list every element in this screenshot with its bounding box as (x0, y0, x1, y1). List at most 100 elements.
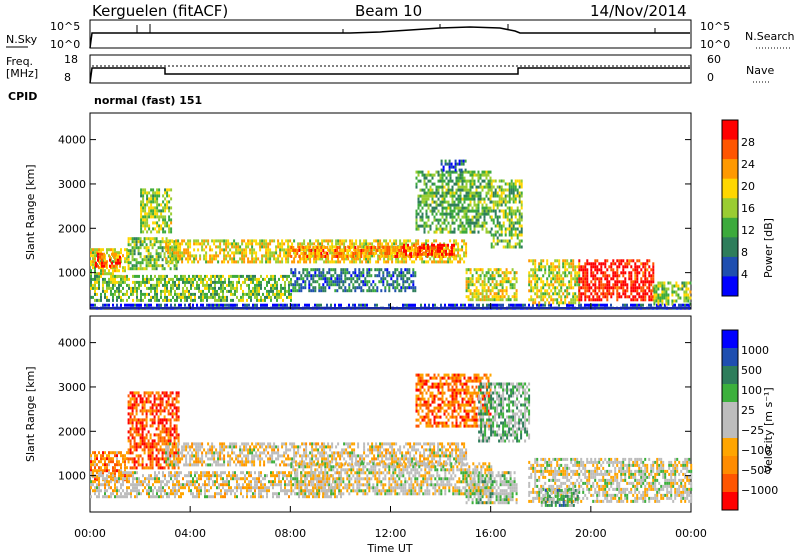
heatmap-cell (440, 159, 443, 163)
heatmap-cell (564, 274, 567, 278)
heatmap-cell (366, 289, 369, 293)
heatmap-cell (680, 303, 682, 307)
heatmap-cell (346, 249, 349, 252)
heatmap-cell (558, 277, 561, 281)
heatmap-cell (182, 280, 184, 284)
heatmap-cell (439, 176, 442, 180)
heatmap-cell (485, 206, 488, 210)
heatmap-cell (351, 257, 354, 261)
heatmap-cell (274, 280, 276, 284)
heatmap-cell (410, 274, 413, 278)
heatmap-cell (187, 248, 190, 252)
heatmap-cell (204, 295, 206, 299)
heatmap-cell (363, 251, 366, 255)
heatmap-cell (97, 258, 99, 262)
heatmap-cell (410, 249, 413, 252)
heatmap-cell (96, 272, 98, 276)
heatmap-cell (500, 194, 503, 198)
heatmap-cell (586, 268, 589, 272)
heatmap-cell (151, 267, 154, 271)
heatmap-cell (157, 409, 160, 413)
heatmap-cell (151, 460, 154, 464)
heatmap-cell (200, 277, 202, 281)
heatmap-cell (358, 303, 360, 307)
heatmap-cell (323, 251, 326, 255)
heatmap-cell (391, 257, 394, 261)
heatmap-cell (485, 212, 488, 216)
heatmap-cell (447, 170, 450, 174)
heatmap-cell (139, 237, 142, 241)
heatmap-cell (94, 469, 96, 473)
heatmap-cell (168, 215, 171, 219)
heatmap-cell (431, 197, 434, 201)
heatmap-cell (648, 265, 651, 269)
heatmap-cell (528, 274, 531, 278)
heatmap-cell (284, 286, 286, 290)
heatmap-cell (467, 268, 470, 272)
heatmap-cell (558, 283, 561, 287)
heatmap-cell (461, 221, 464, 225)
heatmap-cell (94, 277, 96, 281)
heatmap-cell (491, 298, 494, 302)
heatmap-cell (415, 252, 417, 256)
heatmap-cell (172, 283, 174, 287)
heatmap-cell (552, 268, 555, 272)
heatmap-cell (467, 289, 470, 293)
heatmap-cell (655, 296, 658, 300)
heatmap-cell (157, 252, 160, 256)
heatmap-cell (461, 209, 464, 213)
heatmap-cell (297, 260, 300, 264)
heatmap-cell (150, 209, 153, 213)
heatmap-cell (227, 251, 230, 255)
heatmap-cell (578, 265, 581, 269)
heatmap-cell (364, 246, 367, 249)
heatmap-cell (441, 191, 444, 195)
heatmap-cell (322, 289, 325, 293)
heatmap-cell (196, 283, 198, 287)
heatmap-cell (171, 255, 174, 259)
heatmap-cell (594, 280, 597, 284)
heatmap-cell (653, 293, 656, 297)
heatmap-cell (90, 272, 92, 276)
heatmap-cell (431, 212, 434, 216)
heatmap-cell (138, 303, 140, 307)
heatmap-cell (471, 209, 474, 213)
heatmap-cell (169, 246, 172, 250)
heatmap-cell (432, 252, 435, 255)
heatmap-cell (592, 262, 595, 266)
heatmap-cell (175, 242, 178, 246)
heatmap-cell (447, 243, 449, 247)
heatmap-cell (129, 249, 132, 253)
heatmap-cell (423, 203, 426, 207)
heatmap-cell (540, 295, 543, 299)
heatmap-cell (626, 259, 629, 263)
heatmap-cell (157, 397, 160, 401)
heatmap-cell (491, 289, 494, 293)
heatmap-cell (114, 269, 116, 273)
heatmap-cell (463, 239, 466, 243)
velocity-panel (89, 315, 693, 513)
heatmap-cell (572, 262, 575, 266)
heatmap-cell (162, 283, 164, 287)
heatmap-cell (148, 206, 151, 210)
heatmap-cell (449, 203, 452, 207)
heatmap-cell (530, 259, 533, 263)
heatmap-cell (501, 298, 504, 302)
heatmap-cell (349, 239, 352, 243)
heatmap-cell (332, 274, 335, 278)
heatmap-cell (305, 260, 308, 264)
heatmap-cell (578, 262, 581, 266)
heatmap-cell (518, 303, 520, 307)
heatmap-cell (126, 289, 128, 293)
heatmap-cell (429, 224, 432, 228)
heatmap-cell (132, 274, 134, 278)
heatmap-cell (628, 262, 631, 266)
heatmap-cell (215, 239, 218, 243)
heatmap-cell (246, 292, 248, 296)
heatmap-cell (136, 292, 138, 296)
heatmap-cell (147, 249, 150, 253)
heatmap-cell (140, 292, 142, 296)
heatmap-cell (131, 237, 134, 241)
heatmap-cell (429, 252, 431, 256)
heatmap-cell (566, 268, 569, 272)
